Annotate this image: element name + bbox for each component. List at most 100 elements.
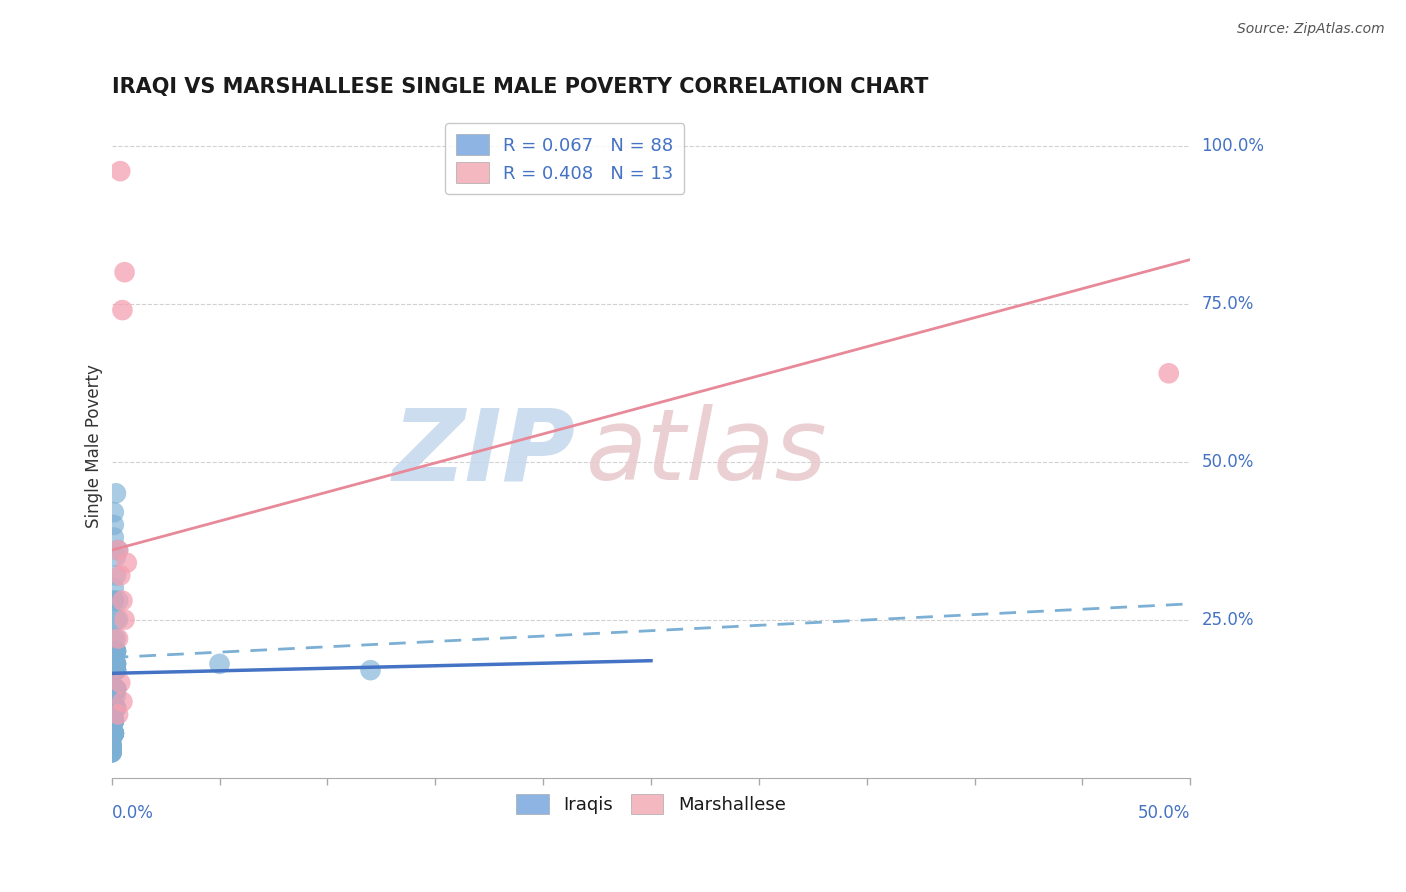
Point: [103, 714, 125, 728]
Point: [104, 613, 127, 627]
Point: [1157, 366, 1180, 380]
Point: [103, 726, 125, 740]
Point: [103, 726, 125, 740]
Point: [104, 689, 127, 703]
Point: [107, 593, 129, 607]
Point: [104, 682, 127, 697]
Point: [104, 644, 127, 658]
Point: [103, 714, 125, 728]
Point: [103, 714, 125, 728]
Point: [103, 714, 125, 728]
Point: [104, 657, 127, 671]
Point: [360, 663, 382, 677]
Point: [100, 726, 122, 740]
Point: [100, 739, 122, 753]
Point: [103, 701, 125, 715]
Text: 50.0%: 50.0%: [1202, 453, 1254, 471]
Point: [103, 726, 125, 740]
Point: [104, 657, 127, 671]
Point: [114, 265, 136, 279]
Text: 50.0%: 50.0%: [1137, 804, 1191, 822]
Text: 100.0%: 100.0%: [1202, 136, 1264, 155]
Point: [103, 505, 125, 519]
Point: [103, 714, 125, 728]
Point: [104, 682, 127, 697]
Text: IRAQI VS MARSHALLESE SINGLE MALE POVERTY CORRELATION CHART: IRAQI VS MARSHALLESE SINGLE MALE POVERTY…: [111, 78, 928, 97]
Point: [103, 632, 125, 646]
Point: [100, 701, 122, 715]
Point: [100, 726, 122, 740]
Point: [103, 581, 125, 595]
Point: [103, 689, 125, 703]
Point: [100, 745, 122, 759]
Point: [103, 701, 125, 715]
Point: [104, 644, 127, 658]
Point: [103, 663, 125, 677]
Point: [107, 707, 129, 722]
Point: [104, 682, 127, 697]
Point: [104, 486, 127, 500]
Point: [103, 701, 125, 715]
Point: [100, 739, 122, 753]
Point: [104, 663, 127, 677]
Text: 0.0%: 0.0%: [111, 804, 153, 822]
Point: [103, 726, 125, 740]
Point: [103, 726, 125, 740]
Point: [103, 682, 125, 697]
Point: [110, 164, 132, 178]
Point: [115, 556, 138, 570]
Point: [103, 682, 125, 697]
Point: [100, 663, 122, 677]
Point: [104, 682, 127, 697]
Point: [103, 531, 125, 545]
Point: [103, 701, 125, 715]
Point: [100, 745, 122, 759]
Point: [110, 675, 132, 690]
Point: [100, 650, 122, 665]
Point: [107, 543, 129, 558]
Point: [104, 663, 127, 677]
Text: Source: ZipAtlas.com: Source: ZipAtlas.com: [1237, 22, 1385, 37]
Point: [111, 695, 134, 709]
Point: [103, 663, 125, 677]
Point: [103, 593, 125, 607]
Text: ZIP: ZIP: [392, 404, 575, 501]
Point: [103, 726, 125, 740]
Point: [103, 726, 125, 740]
Text: 75.0%: 75.0%: [1202, 294, 1254, 313]
Point: [103, 726, 125, 740]
Point: [104, 701, 127, 715]
Point: [104, 657, 127, 671]
Point: [104, 663, 127, 677]
Point: [104, 644, 127, 658]
Point: [104, 568, 127, 582]
Point: [103, 714, 125, 728]
Point: [100, 745, 122, 759]
Text: atlas: atlas: [586, 404, 828, 501]
Point: [100, 745, 122, 759]
Point: [208, 657, 231, 671]
Point: [103, 714, 125, 728]
Point: [103, 701, 125, 715]
Point: [104, 701, 127, 715]
Point: [103, 714, 125, 728]
Legend: Iraqis, Marshallese: Iraqis, Marshallese: [509, 786, 793, 822]
Point: [103, 714, 125, 728]
Point: [103, 644, 125, 658]
Point: [104, 663, 127, 677]
Y-axis label: Single Male Poverty: Single Male Poverty: [86, 364, 103, 528]
Point: [111, 303, 134, 318]
Point: [100, 739, 122, 753]
Point: [104, 644, 127, 658]
Point: [103, 714, 125, 728]
Point: [104, 682, 127, 697]
Point: [104, 549, 127, 564]
Point: [104, 701, 127, 715]
Point: [104, 682, 127, 697]
Point: [107, 613, 129, 627]
Point: [100, 739, 122, 753]
Point: [111, 593, 134, 607]
Point: [110, 568, 132, 582]
Text: 25.0%: 25.0%: [1202, 611, 1254, 629]
Point: [103, 726, 125, 740]
